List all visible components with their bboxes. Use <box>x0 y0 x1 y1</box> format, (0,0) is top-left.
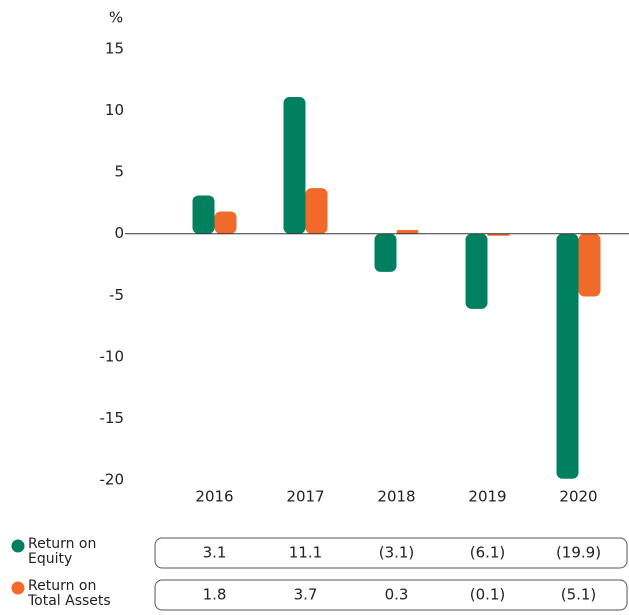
bar <box>396 230 419 234</box>
x-tick-label: 2016 <box>195 488 233 506</box>
y-tick-label: -15 <box>100 409 125 427</box>
legend-label: Return on Equity <box>28 536 97 567</box>
table-value: 1.8 <box>203 586 227 604</box>
x-tick-label: 2017 <box>286 488 324 506</box>
legend-marker <box>11 581 25 595</box>
table-value: 3.7 <box>294 586 318 604</box>
bar <box>578 233 601 297</box>
y-tick-label: 0 <box>114 224 124 242</box>
table-value: (19.9) <box>556 544 601 562</box>
table-row-box <box>154 537 628 569</box>
bar <box>305 188 328 234</box>
bar <box>214 211 237 234</box>
y-tick-label: 5 <box>114 163 124 181</box>
bar <box>465 233 488 309</box>
x-tick-label: 2018 <box>377 488 415 506</box>
y-axis-label: % <box>109 9 123 27</box>
legend-marker <box>11 539 25 553</box>
legend-label: Return on Total Assets <box>28 578 111 609</box>
x-tick-label: 2020 <box>559 488 597 506</box>
y-tick-label: 15 <box>105 40 124 58</box>
table-row-box <box>154 579 628 611</box>
table-value: 3.1 <box>203 544 227 562</box>
table-value: (5.1) <box>561 586 597 604</box>
x-tick-label: 2019 <box>468 488 506 506</box>
y-tick-label: -10 <box>100 347 125 365</box>
bar <box>192 195 215 234</box>
table-value: (6.1) <box>470 544 506 562</box>
bar <box>283 97 306 234</box>
table-value: 0.3 <box>385 586 409 604</box>
bar <box>556 233 579 479</box>
y-tick-label: -5 <box>109 286 124 304</box>
y-tick-label: 10 <box>105 101 124 119</box>
table-value: (0.1) <box>470 586 506 604</box>
table-value: 11.1 <box>289 544 322 562</box>
y-tick-label: -20 <box>100 471 125 489</box>
table-value: (3.1) <box>379 544 415 562</box>
bar <box>374 233 397 272</box>
